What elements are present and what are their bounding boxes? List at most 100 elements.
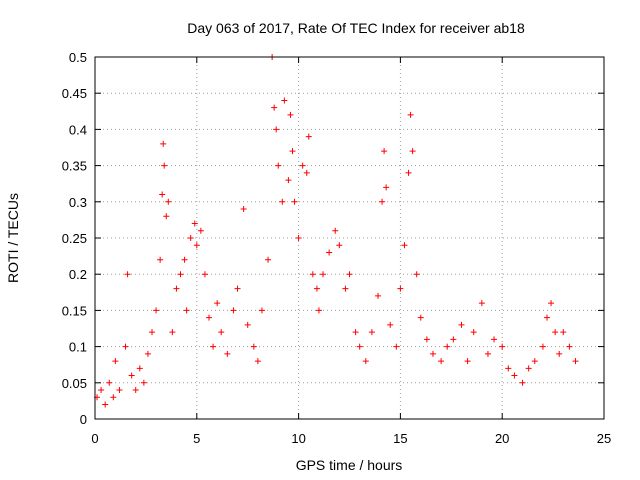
- data-point: [244, 321, 251, 328]
- gridlines: [95, 57, 604, 419]
- data-point: [210, 343, 217, 350]
- data-point: [470, 329, 477, 336]
- y-axis-label: ROTI / TECUs: [5, 193, 21, 283]
- data-point: [271, 104, 278, 111]
- data-point: [197, 227, 204, 234]
- data-point: [381, 148, 388, 155]
- data-point: [397, 285, 404, 292]
- x-tick-label: 15: [393, 431, 407, 446]
- y-tick-label: 0.2: [69, 267, 87, 282]
- y-tick-label: 0.05: [62, 376, 87, 391]
- data-point: [169, 329, 176, 336]
- data-point: [405, 169, 412, 176]
- data-point: [336, 242, 343, 249]
- data-point: [289, 148, 296, 155]
- data-point: [556, 350, 563, 357]
- data-point: [407, 111, 414, 118]
- data-point: [379, 198, 386, 205]
- data-point: [543, 314, 550, 321]
- y-tick-label: 0.25: [62, 231, 87, 246]
- data-point: [275, 162, 282, 169]
- data-point: [165, 198, 172, 205]
- data-point: [429, 350, 436, 357]
- data-point: [153, 307, 160, 314]
- data-point: [409, 148, 416, 155]
- data-point: [375, 292, 382, 299]
- data-point: [548, 300, 555, 307]
- x-tick-label: 5: [193, 431, 200, 446]
- data-point: [401, 242, 408, 249]
- y-tick-label: 0.4: [69, 122, 87, 137]
- data-point: [287, 111, 294, 118]
- data-point: [303, 169, 310, 176]
- data-point: [299, 162, 306, 169]
- data-point: [387, 321, 394, 328]
- x-tick-label: 25: [597, 431, 611, 446]
- data-point: [491, 336, 498, 343]
- data-point: [352, 329, 359, 336]
- data-point: [193, 242, 200, 249]
- x-tick-label: 0: [91, 431, 98, 446]
- data-point: [315, 307, 322, 314]
- x-axis-label: GPS time / hours: [296, 457, 403, 473]
- data-point: [201, 271, 208, 278]
- data-point: [124, 271, 131, 278]
- axis-ticks: 0 0.05 0.1 0.15 0.2 0.25 0.3 0.35 0.4 0.45 0.5 0 5 10…: [62, 50, 612, 446]
- data-point: [362, 358, 369, 365]
- data-point: [519, 379, 526, 386]
- data-point: [183, 307, 190, 314]
- data-point: [230, 307, 237, 314]
- data-points: [94, 54, 579, 408]
- chart-title: Day 063 of 2017, Rate Of TEC Index for r…: [187, 20, 525, 36]
- data-point: [309, 271, 316, 278]
- data-point: [102, 401, 109, 408]
- data-point: [478, 300, 485, 307]
- y-tick-label: 0.35: [62, 159, 87, 174]
- data-point: [214, 300, 221, 307]
- x-tick-label: 10: [291, 431, 305, 446]
- data-point: [423, 336, 430, 343]
- data-point: [136, 365, 143, 372]
- data-point: [240, 206, 247, 213]
- data-point: [206, 314, 213, 321]
- data-point: [417, 314, 424, 321]
- data-point: [224, 350, 231, 357]
- data-point: [258, 307, 265, 314]
- data-point: [552, 329, 559, 336]
- data-point: [356, 343, 363, 350]
- data-point: [450, 336, 457, 343]
- data-point: [160, 140, 167, 147]
- data-point: [128, 372, 135, 379]
- data-point: [191, 220, 198, 227]
- data-point: [566, 343, 573, 350]
- data-point: [438, 358, 445, 365]
- data-point: [157, 256, 164, 263]
- y-tick-label: 0.3: [69, 195, 87, 210]
- data-point: [464, 358, 471, 365]
- data-point: [140, 379, 147, 386]
- data-point: [291, 198, 298, 205]
- y-tick-label: 0.15: [62, 303, 87, 318]
- data-point: [234, 285, 241, 292]
- data-point: [273, 126, 280, 133]
- data-point: [413, 271, 420, 278]
- y-tick-label: 0.1: [69, 340, 87, 355]
- data-point: [122, 343, 129, 350]
- data-point: [499, 343, 506, 350]
- data-point: [313, 285, 320, 292]
- data-point: [218, 329, 225, 336]
- data-point: [163, 213, 170, 220]
- data-point: [281, 97, 288, 104]
- data-point: [187, 235, 194, 241]
- y-tick-label: 0.45: [62, 86, 87, 101]
- data-point: [285, 177, 292, 184]
- data-point: [254, 358, 261, 365]
- data-point: [484, 350, 491, 357]
- data-point: [332, 227, 339, 234]
- data-point: [326, 249, 333, 256]
- data-point: [320, 271, 327, 278]
- data-point: [295, 235, 302, 241]
- data-point: [112, 358, 119, 365]
- data-point: [161, 162, 168, 169]
